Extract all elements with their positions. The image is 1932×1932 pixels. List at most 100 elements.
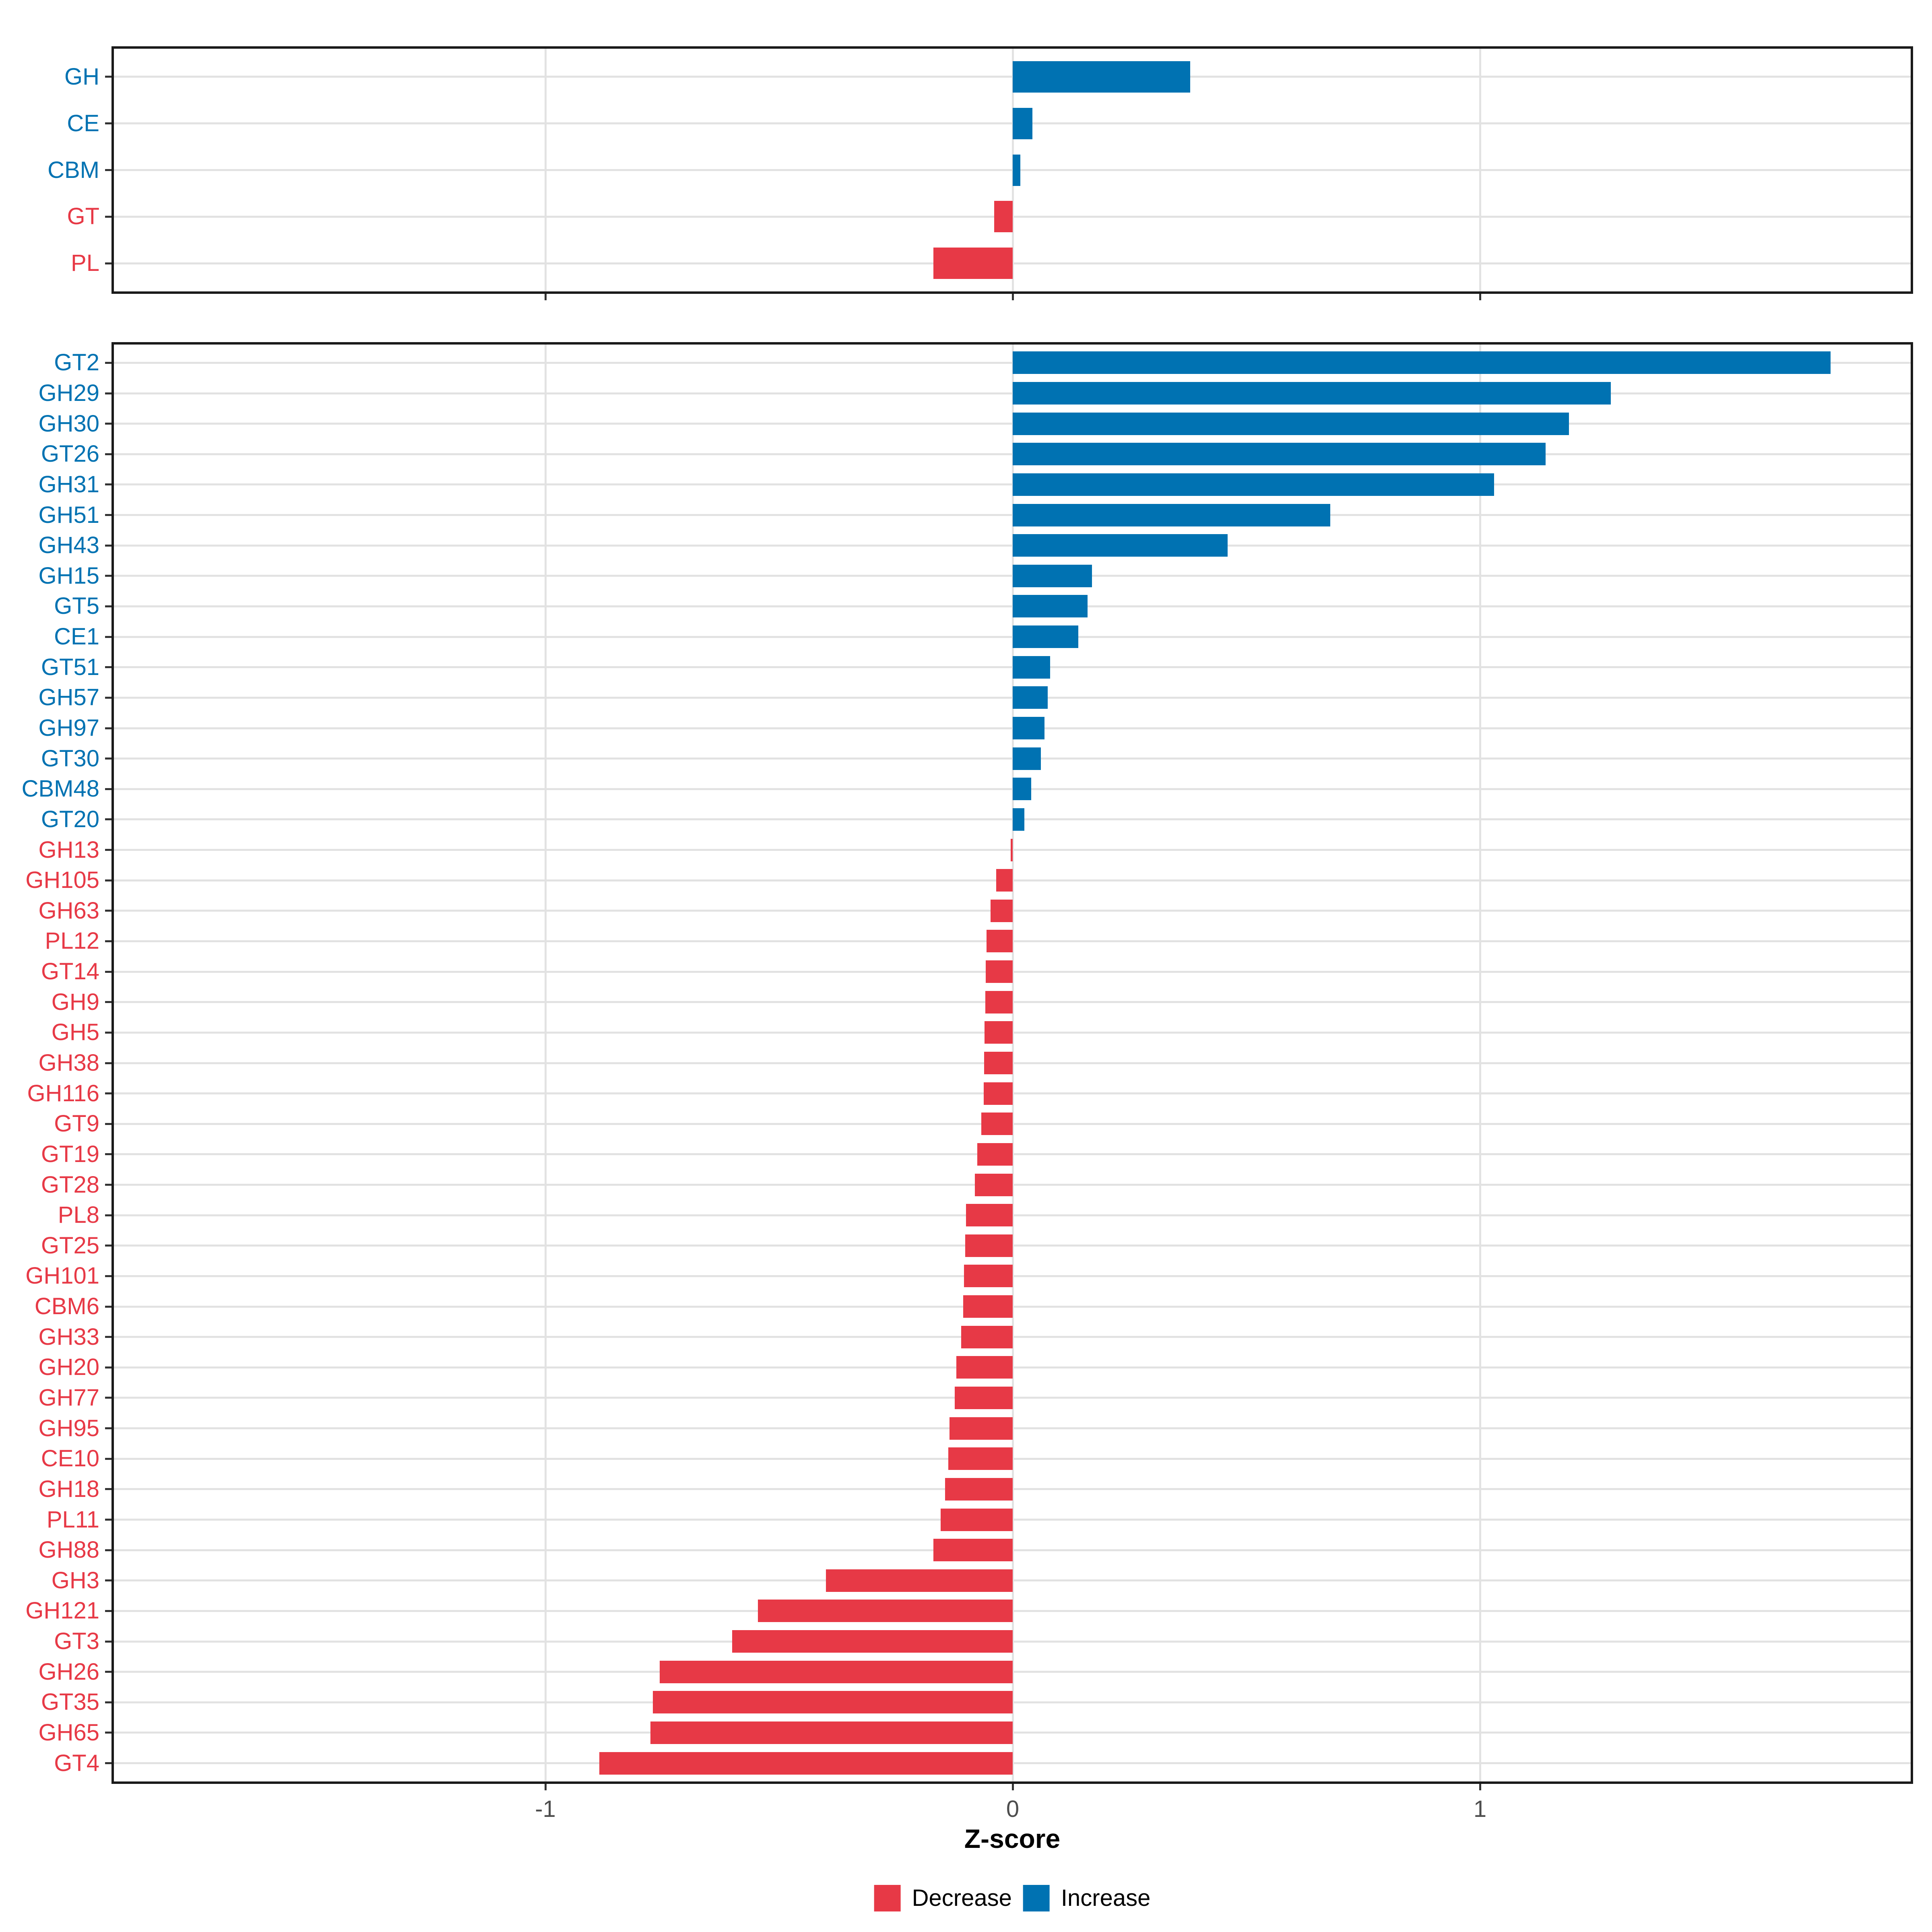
y-tick-label-GH51: GH51: [38, 502, 99, 528]
bar-CBM6: [963, 1295, 1013, 1318]
y-tick-label-GH18: GH18: [38, 1476, 99, 1502]
y-tick: [105, 788, 111, 790]
y-tick: [105, 666, 111, 668]
y-tick-label-GH26: GH26: [38, 1659, 99, 1685]
y-tick-label-GH9: GH9: [51, 989, 99, 1015]
y-tick: [105, 727, 111, 729]
y-tick-label-GH31: GH31: [38, 471, 99, 497]
y-tick-label-GH105: GH105: [25, 867, 99, 893]
y-tick: [105, 453, 111, 455]
panel-cazyme-classes: [111, 46, 1913, 294]
bar-GT19: [977, 1143, 1013, 1166]
y-tick-label-GT51: GT51: [41, 654, 99, 680]
v-gridline: [545, 49, 547, 291]
y-tick: [105, 1701, 111, 1703]
y-tick-label-GH101: GH101: [25, 1263, 99, 1289]
y-tick-label-CBM: CBM: [47, 157, 99, 183]
y-tick-label-GT4: GT4: [54, 1750, 99, 1776]
y-tick-label-GT30: GT30: [41, 745, 99, 772]
bar-CBM48: [1013, 778, 1031, 800]
y-tick-label-GH20: GH20: [38, 1354, 99, 1380]
bar-GH: [1013, 61, 1190, 93]
bar-GH5: [985, 1021, 1013, 1044]
y-tick-label-GH30: GH30: [38, 411, 99, 437]
y-tick-label-PL12: PL12: [45, 928, 99, 954]
y-tick-label-GH15: GH15: [38, 563, 99, 589]
x-tick: [1479, 294, 1481, 300]
x-axis-title: Z-score: [964, 1824, 1061, 1854]
bar-GH30: [1013, 413, 1569, 435]
y-tick-label-GT3: GT3: [54, 1628, 99, 1654]
bar-PL8: [966, 1204, 1013, 1226]
y-tick-label-GH38: GH38: [38, 1050, 99, 1076]
y-tick: [105, 1458, 111, 1460]
y-tick: [105, 1641, 111, 1643]
y-tick: [105, 362, 111, 364]
legend-swatch-increase-icon: [1023, 1885, 1050, 1911]
y-tick-label-GH57: GH57: [38, 684, 99, 710]
y-tick-label-CBM6: CBM6: [34, 1293, 99, 1319]
bar-GH63: [991, 900, 1013, 922]
x-tick-label-0: 0: [1006, 1796, 1020, 1822]
y-tick-label-PL11: PL11: [46, 1507, 99, 1533]
legend-label-increase: Increase: [1061, 1885, 1151, 1911]
y-tick: [105, 1427, 111, 1429]
bar-GH65: [650, 1721, 1013, 1744]
y-tick: [105, 636, 111, 638]
bar-GT3: [732, 1630, 1013, 1653]
y-tick: [105, 1184, 111, 1186]
y-tick: [105, 514, 111, 516]
bar-GH29: [1013, 382, 1611, 405]
y-tick-label-GH3: GH3: [51, 1567, 99, 1593]
y-tick: [105, 758, 111, 760]
bar-GH18: [945, 1478, 1013, 1501]
bar-GT51: [1013, 656, 1050, 679]
y-tick: [105, 1092, 111, 1094]
y-tick-label-GT14: GT14: [41, 958, 99, 985]
y-tick-label-GH63: GH63: [38, 898, 99, 924]
y-tick: [105, 849, 111, 851]
y-tick: [105, 1488, 111, 1490]
y-tick-label-GT28: GT28: [41, 1172, 99, 1198]
y-tick: [105, 216, 111, 218]
y-tick: [105, 1397, 111, 1399]
bar-GH77: [955, 1387, 1013, 1409]
y-tick-label-GH33: GH33: [38, 1324, 99, 1350]
bar-PL12: [987, 930, 1013, 952]
bar-GH105: [996, 869, 1013, 892]
y-tick: [105, 169, 111, 171]
y-tick: [105, 1032, 111, 1034]
legend: Decrease Increase: [874, 1885, 1151, 1911]
y-tick-label-GT2: GT2: [54, 349, 99, 376]
bar-GT25: [965, 1234, 1013, 1257]
x-tick: [545, 294, 547, 300]
y-tick-label-GH: GH: [64, 64, 99, 90]
x-tick: [545, 1784, 547, 1790]
y-tick-label-GH88: GH88: [38, 1537, 99, 1563]
y-tick: [105, 1336, 111, 1338]
bar-GT26: [1013, 443, 1546, 465]
y-tick: [105, 1519, 111, 1521]
bar-GT20: [1013, 808, 1024, 831]
y-tick: [105, 697, 111, 699]
bar-CE: [1013, 108, 1032, 139]
v-gridline: [1479, 49, 1481, 291]
bar-GH33: [961, 1326, 1013, 1348]
x-tick-label--1: -1: [535, 1796, 556, 1822]
v-gridline: [545, 345, 547, 1781]
bar-GH116: [984, 1082, 1013, 1105]
bar-GT: [994, 201, 1013, 232]
y-tick: [105, 392, 111, 394]
y-tick: [105, 940, 111, 942]
y-tick-label-GH5: GH5: [51, 1019, 99, 1045]
bar-GH101: [964, 1265, 1013, 1287]
y-tick: [105, 423, 111, 425]
y-tick: [105, 1366, 111, 1368]
v-gridline: [1012, 345, 1014, 1781]
y-tick-label-GT: GT: [67, 203, 99, 229]
bar-GH26: [660, 1661, 1013, 1683]
y-tick: [105, 1732, 111, 1734]
bar-CE1: [1013, 625, 1078, 648]
y-tick-label-GT19: GT19: [41, 1141, 99, 1167]
